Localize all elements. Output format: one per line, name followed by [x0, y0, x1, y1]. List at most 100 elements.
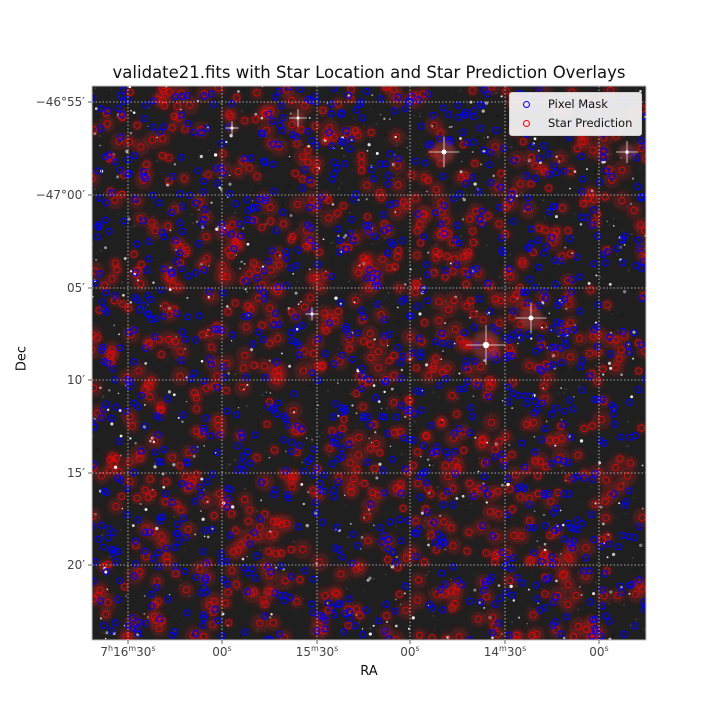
- star-prediction-point: [541, 557, 550, 565]
- noise-speck: [348, 280, 351, 283]
- pixel-mask-point: [312, 509, 320, 517]
- star-prediction-point: [92, 384, 98, 392]
- pixel-mask-point: [640, 598, 646, 606]
- pixel-mask-point: [383, 429, 391, 438]
- star-prediction-point: [437, 419, 446, 427]
- noise-speck: [414, 393, 417, 396]
- star-prediction-point: [256, 523, 264, 531]
- noise-speck: [482, 245, 485, 248]
- prediction-glow: [427, 266, 441, 280]
- pixel-mask-point: [444, 111, 453, 119]
- noise-speck: [145, 207, 148, 210]
- prediction-glow: [547, 621, 565, 639]
- pixel-mask-point: [554, 524, 563, 532]
- pixel-mask-point: [402, 465, 410, 473]
- pixel-mask-point: [96, 124, 105, 133]
- star: [199, 510, 202, 513]
- pixel-mask-point: [377, 160, 385, 168]
- star-prediction-point: [143, 160, 151, 168]
- star-prediction-point: [263, 420, 271, 428]
- star: [560, 418, 563, 421]
- prediction-glow: [434, 415, 449, 431]
- star-prediction-point: [162, 553, 171, 561]
- star: [237, 407, 240, 409]
- prediction-glow: [321, 308, 339, 326]
- star-prediction-point: [635, 580, 643, 589]
- star: [305, 523, 309, 528]
- noise-speck: [425, 573, 428, 576]
- pixel-mask-point: [415, 334, 423, 342]
- star-prediction-point: [324, 606, 332, 614]
- noise-speck: [518, 343, 521, 346]
- pixel-mask-point: [384, 180, 392, 188]
- pixel-mask-point: [287, 264, 295, 272]
- star: [379, 113, 382, 116]
- star-prediction-point: [280, 633, 288, 640]
- noise-speck: [243, 584, 246, 587]
- pixel-mask-point: [496, 594, 504, 602]
- star: [289, 214, 293, 217]
- star-prediction-point: [354, 131, 362, 139]
- star: [201, 517, 205, 521]
- pixel-mask-point: [199, 548, 207, 556]
- prediction-glow: [595, 533, 609, 547]
- noise-speck: [478, 136, 481, 139]
- pixel-mask-point: [214, 325, 222, 333]
- pixel-mask-point: [554, 301, 562, 309]
- star-prediction-point: [435, 316, 443, 325]
- prediction-glow: [415, 237, 426, 249]
- pixel-mask-point: [505, 398, 513, 406]
- prediction-glow: [98, 115, 116, 133]
- pixel-mask-point: [175, 538, 183, 546]
- star: [260, 116, 264, 120]
- star: [400, 603, 402, 606]
- star-prediction-point: [494, 487, 502, 496]
- pixel-mask-point: [504, 351, 513, 359]
- pixel-mask-point: [123, 484, 131, 492]
- star-prediction-point: [233, 233, 241, 241]
- noise-speck: [600, 362, 603, 365]
- pixel-mask-point: [380, 531, 388, 539]
- pixel-mask-point: [199, 622, 207, 630]
- star-prediction-point: [163, 558, 171, 566]
- prediction-glow: [207, 509, 221, 523]
- noise-speck: [537, 545, 540, 548]
- noise-speck: [404, 373, 407, 376]
- noise-speck: [102, 235, 105, 238]
- star-prediction-point: [311, 204, 319, 212]
- prediction-glow: [454, 423, 472, 441]
- legend-entry-star-prediction: Star Prediction: [510, 114, 640, 132]
- star-prediction-point: [151, 616, 160, 624]
- pixel-mask-point: [633, 262, 641, 270]
- noise-speck: [420, 444, 423, 447]
- pixel-mask-point: [622, 498, 630, 506]
- pixel-mask-point: [358, 364, 366, 372]
- bright-star: [441, 149, 447, 155]
- star-prediction-point: [205, 601, 213, 610]
- pixel-mask-point: [202, 414, 210, 422]
- noise-speck: [424, 269, 427, 272]
- noise-speck: [489, 411, 492, 414]
- noise-speck: [585, 386, 588, 389]
- pixel-mask-point: [437, 220, 445, 228]
- noise-speck: [330, 455, 333, 458]
- noise-speck: [534, 270, 537, 273]
- prediction-glow: [481, 547, 492, 559]
- star-prediction-point: [552, 558, 561, 566]
- noise-speck: [261, 394, 264, 397]
- pixel-mask-point: [207, 525, 215, 533]
- pixel-mask-point: [260, 289, 268, 297]
- prediction-glow: [145, 431, 165, 451]
- prediction-glow: [141, 337, 155, 351]
- prediction-glow: [169, 567, 182, 580]
- prediction-glow: [394, 589, 405, 600]
- pixel-mask-point: [219, 289, 227, 297]
- pixel-mask-point: [237, 232, 245, 240]
- star-prediction-point: [340, 415, 348, 423]
- star-prediction-point: [529, 248, 538, 257]
- pixel-mask-point: [455, 385, 464, 393]
- noise-speck: [128, 472, 131, 475]
- prediction-glow: [547, 585, 568, 606]
- star-prediction-point: [420, 318, 429, 327]
- pixel-mask-point: [177, 356, 185, 364]
